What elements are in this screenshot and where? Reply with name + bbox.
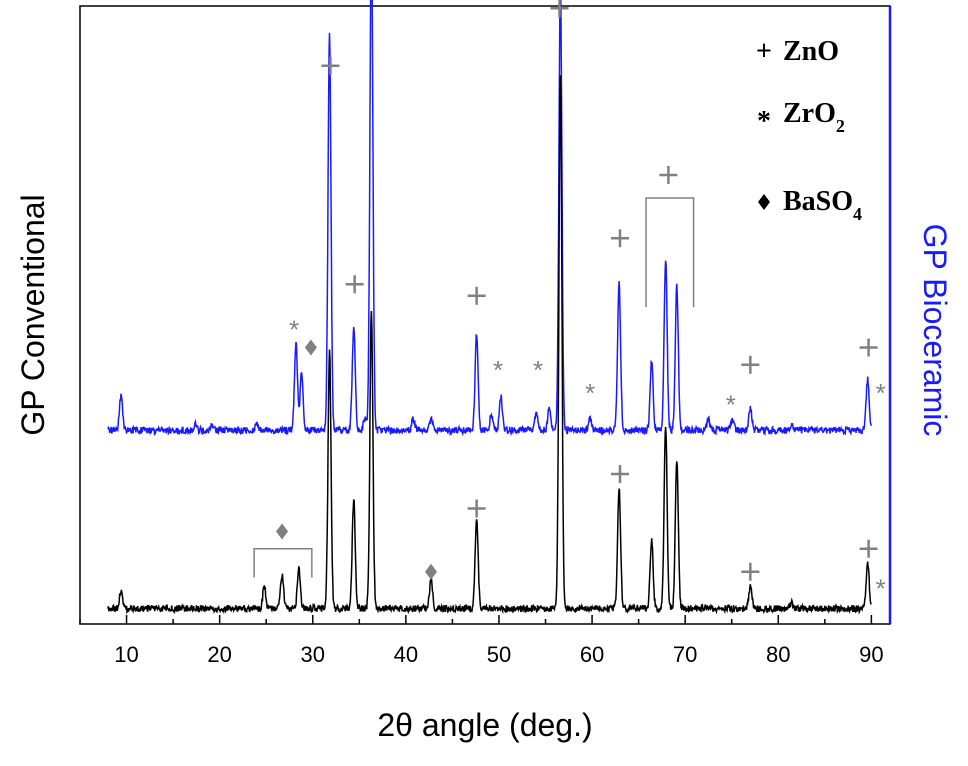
peak-group-bracket (645, 197, 695, 308)
zro2-marker: * (533, 355, 543, 385)
x-axis-label: 2θ angle (deg.) (377, 707, 592, 743)
zno-marker (611, 229, 629, 248)
x-tick-label: 40 (394, 642, 418, 667)
zro2-marker: * (876, 573, 886, 603)
baso4-marker (276, 523, 289, 540)
x-tick-label: 80 (766, 642, 790, 667)
zro2-marker: * (585, 378, 595, 408)
series-layer (107, 0, 873, 615)
x-axis-ticks: 10 20 30 40 50 60 70 80 90 (79, 615, 884, 667)
peak-group-bracket (253, 548, 313, 578)
x-tick-label: 20 (207, 642, 231, 667)
zro2-marker: * (876, 378, 886, 408)
legend-diamond-icon (758, 194, 770, 210)
zno-marker (345, 275, 364, 294)
zno-marker (550, 0, 569, 18)
zro2-marker: * (726, 389, 736, 419)
zno-marker (321, 56, 340, 75)
zro2-marker: * (289, 315, 299, 345)
legend-label-subscript: 4 (853, 204, 862, 224)
zno-marker (741, 355, 760, 374)
zno-marker (859, 338, 878, 357)
x-tick-label: 10 (114, 642, 138, 667)
zno-marker (659, 166, 678, 184)
zno-marker (467, 286, 486, 305)
x-tick-label: 30 (301, 642, 325, 667)
zno-marker (611, 465, 629, 483)
series-line-conventional (107, 75, 872, 615)
plot-frame (79, 5, 891, 625)
zno-marker (859, 539, 878, 558)
series-line-bioceramic (107, 0, 873, 437)
x-tick-label: 60 (580, 642, 604, 667)
y-axis-label-right: GP Bioceramic (917, 224, 953, 437)
legend-label: ZnO (783, 36, 839, 67)
zro2-marker: * (493, 355, 503, 385)
legend-label: BaSO4 (783, 186, 862, 224)
y-axis-label-left: GP Conventional (15, 194, 51, 435)
x-tick-label: 50 (487, 642, 511, 667)
baso4-marker (425, 563, 437, 580)
x-tick-label: 90 (859, 642, 883, 667)
legend-plus-icon: + (756, 36, 772, 67)
baso4-marker (304, 339, 317, 356)
zno-marker (467, 499, 486, 518)
zno-marker (741, 562, 760, 581)
legend-label: ZrO2 (783, 98, 845, 136)
x-tick-label: 70 (673, 642, 697, 667)
legend: + ZnO * ZrO2 BaSO4 (756, 36, 862, 224)
legend-label-subscript: 2 (836, 116, 845, 136)
peak-annotations: * * * * * * * (253, 0, 886, 603)
legend-asterisk-icon: * (757, 106, 771, 137)
